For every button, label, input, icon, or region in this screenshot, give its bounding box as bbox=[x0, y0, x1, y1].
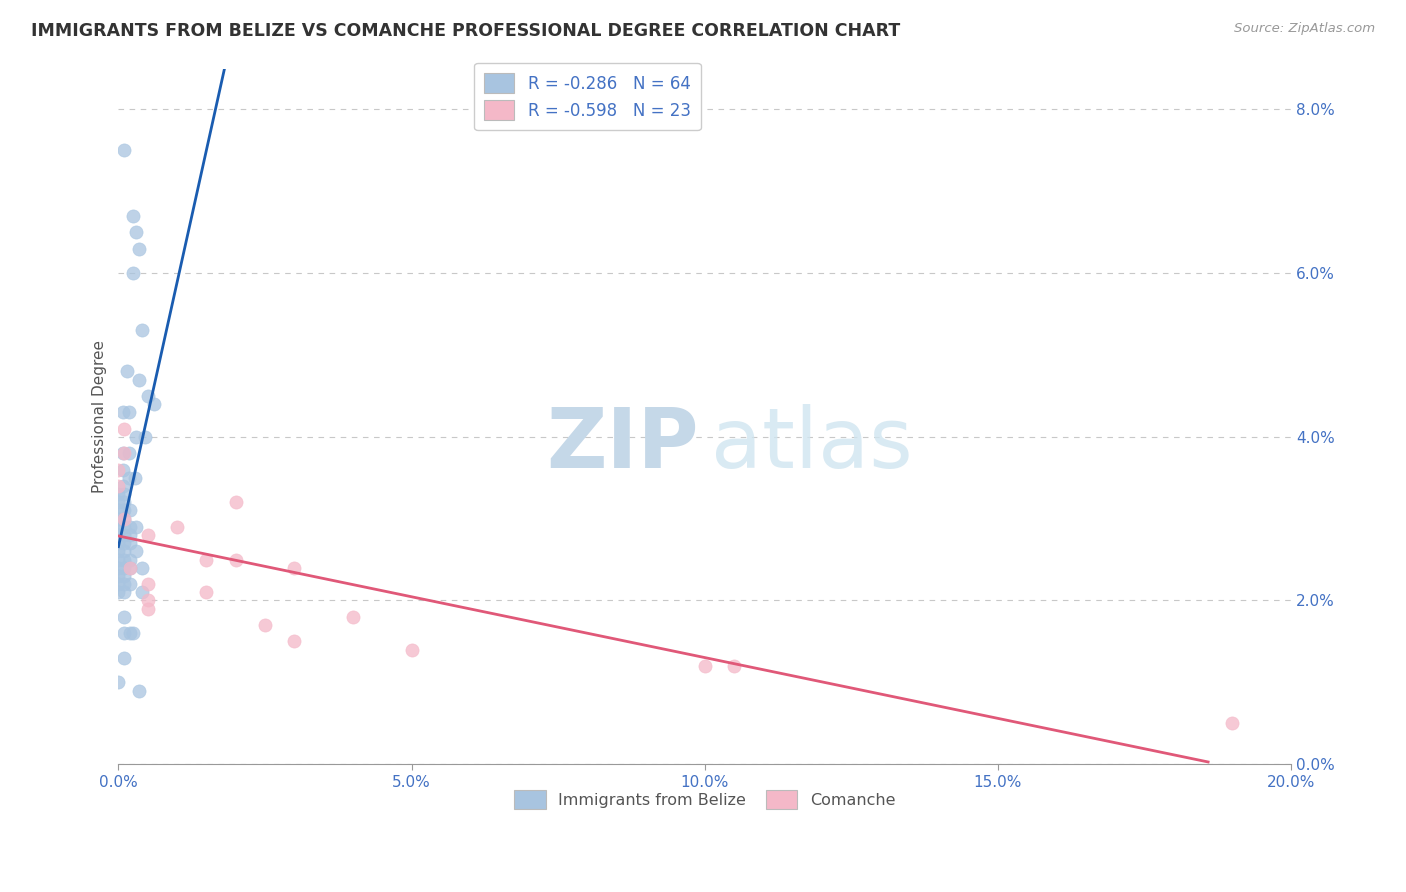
Point bbox=[131, 585, 153, 599]
Point bbox=[136, 593, 159, 607]
Point bbox=[112, 511, 135, 525]
Point bbox=[107, 462, 129, 476]
Point bbox=[112, 544, 135, 558]
Point bbox=[118, 446, 141, 460]
Legend: Immigrants from Belize, Comanche: Immigrants from Belize, Comanche bbox=[508, 784, 903, 815]
Point bbox=[107, 560, 129, 574]
Point bbox=[122, 209, 145, 223]
Point bbox=[112, 144, 135, 158]
Point bbox=[125, 520, 148, 534]
Point bbox=[112, 446, 135, 460]
Point bbox=[112, 503, 135, 517]
Text: Source: ZipAtlas.com: Source: ZipAtlas.com bbox=[1234, 22, 1375, 36]
Point bbox=[120, 626, 142, 640]
Point bbox=[283, 634, 305, 648]
Point bbox=[118, 471, 141, 485]
Point bbox=[112, 520, 135, 534]
Point bbox=[128, 242, 150, 256]
Point bbox=[112, 462, 135, 476]
Point bbox=[107, 569, 129, 583]
Point bbox=[136, 528, 159, 542]
Point bbox=[225, 552, 247, 566]
Point bbox=[107, 585, 129, 599]
Point bbox=[723, 659, 745, 673]
Point bbox=[112, 610, 135, 624]
Point bbox=[112, 487, 135, 501]
Point bbox=[112, 569, 135, 583]
Point bbox=[131, 560, 153, 574]
Point bbox=[166, 520, 188, 534]
Point bbox=[107, 520, 129, 534]
Point bbox=[136, 577, 159, 591]
Point bbox=[112, 650, 135, 665]
Point bbox=[107, 503, 129, 517]
Point bbox=[142, 397, 165, 411]
Point bbox=[120, 560, 142, 574]
Point bbox=[112, 511, 135, 525]
Point bbox=[107, 577, 129, 591]
Point bbox=[195, 585, 218, 599]
Point bbox=[107, 536, 129, 550]
Point bbox=[107, 511, 129, 525]
Point bbox=[120, 536, 142, 550]
Point bbox=[125, 544, 148, 558]
Point bbox=[120, 552, 142, 566]
Point bbox=[120, 528, 142, 542]
Point bbox=[122, 266, 145, 280]
Point bbox=[112, 560, 135, 574]
Point bbox=[107, 479, 129, 493]
Point bbox=[124, 471, 146, 485]
Point bbox=[693, 659, 716, 673]
Point bbox=[134, 430, 156, 444]
Point bbox=[112, 495, 135, 509]
Point bbox=[125, 225, 148, 239]
Point bbox=[112, 446, 135, 460]
Point bbox=[120, 577, 142, 591]
Point bbox=[107, 675, 129, 690]
Point bbox=[107, 495, 129, 509]
Point bbox=[107, 552, 129, 566]
Point bbox=[131, 323, 153, 337]
Point bbox=[107, 544, 129, 558]
Y-axis label: Professional Degree: Professional Degree bbox=[93, 340, 107, 493]
Point bbox=[112, 479, 135, 493]
Point bbox=[120, 560, 142, 574]
Point bbox=[122, 626, 145, 640]
Point bbox=[401, 642, 423, 657]
Point bbox=[107, 487, 129, 501]
Point bbox=[112, 626, 135, 640]
Point bbox=[112, 528, 135, 542]
Text: atlas: atlas bbox=[710, 404, 912, 484]
Point bbox=[120, 520, 142, 534]
Point bbox=[1222, 716, 1244, 731]
Point bbox=[253, 618, 276, 632]
Text: IMMIGRANTS FROM BELIZE VS COMANCHE PROFESSIONAL DEGREE CORRELATION CHART: IMMIGRANTS FROM BELIZE VS COMANCHE PROFE… bbox=[31, 22, 900, 40]
Point bbox=[112, 577, 135, 591]
Point bbox=[195, 552, 218, 566]
Point bbox=[136, 601, 159, 615]
Point bbox=[125, 430, 148, 444]
Point bbox=[342, 610, 364, 624]
Point bbox=[107, 528, 129, 542]
Point bbox=[112, 552, 135, 566]
Point bbox=[112, 585, 135, 599]
Point bbox=[112, 422, 135, 436]
Point bbox=[115, 364, 138, 378]
Point bbox=[128, 683, 150, 698]
Point bbox=[112, 536, 135, 550]
Point bbox=[118, 405, 141, 419]
Point bbox=[136, 389, 159, 403]
Point bbox=[120, 503, 142, 517]
Point bbox=[112, 405, 135, 419]
Text: ZIP: ZIP bbox=[547, 404, 699, 484]
Point bbox=[128, 372, 150, 386]
Point bbox=[283, 560, 305, 574]
Point bbox=[225, 495, 247, 509]
